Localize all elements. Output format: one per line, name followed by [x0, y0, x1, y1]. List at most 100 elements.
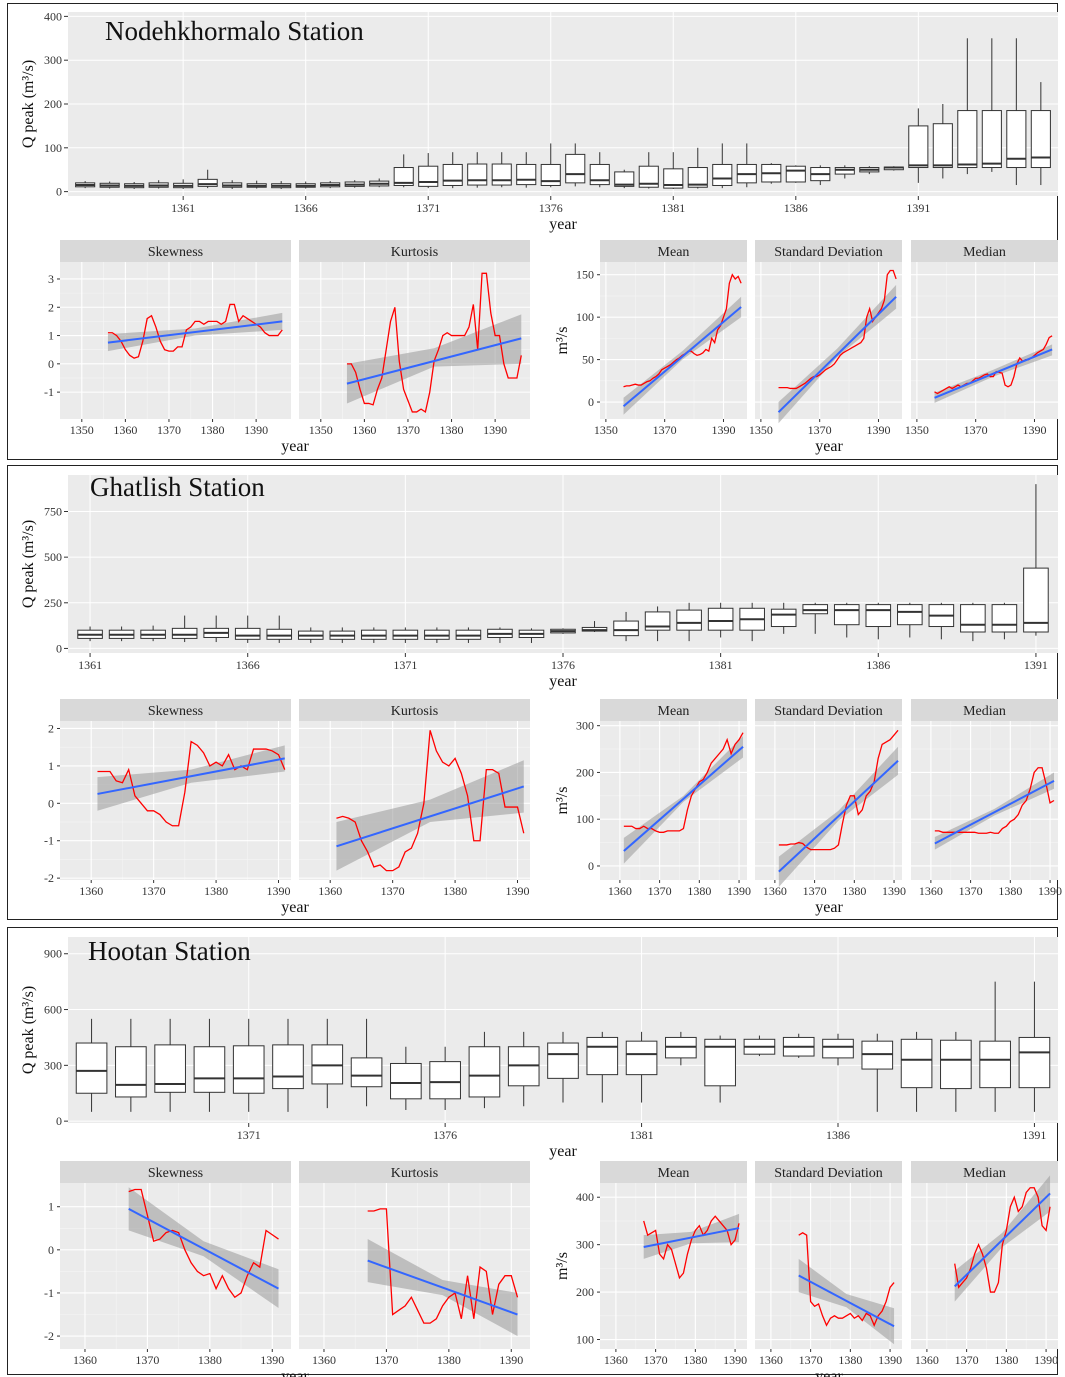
- y-tick-label: 300: [44, 1058, 62, 1072]
- y-tick-label: 200: [576, 765, 594, 779]
- x-tick-label: 1391: [1024, 658, 1048, 672]
- facet-panel: Median 1360 1370 1380 1390: [911, 699, 1062, 898]
- panel-background: [755, 721, 902, 880]
- y-tick-label: 150: [576, 268, 594, 282]
- facet-strip: [911, 1161, 1058, 1183]
- facet-panel: Standard Deviation 1360 1370 1380 1390 year: [755, 1161, 902, 1377]
- box-body: [468, 1046, 501, 1098]
- x-tick-label: 1376: [433, 1128, 457, 1142]
- box: [589, 152, 610, 188]
- box: [234, 615, 261, 643]
- box-body: [960, 604, 986, 633]
- box: [547, 1031, 579, 1103]
- x-tick-label: 1360: [79, 884, 103, 898]
- box: [785, 165, 806, 183]
- y-tick-label: 100: [44, 141, 62, 155]
- box-body: [350, 1057, 383, 1088]
- box-body: [1023, 567, 1049, 633]
- x-axis-label: year: [549, 216, 577, 233]
- x-tick-label: 1370: [808, 423, 832, 437]
- y-tick-label: 0: [588, 395, 594, 409]
- facet-strip: [60, 240, 291, 262]
- box: [222, 180, 243, 189]
- box-body: [940, 1039, 972, 1090]
- box-body: [687, 167, 708, 188]
- x-tick-label: 1380: [998, 884, 1022, 898]
- box: [429, 1046, 461, 1110]
- box: [320, 181, 341, 189]
- x-tick-label: 1380: [683, 1353, 707, 1367]
- facet-title: Standard Deviation: [774, 245, 882, 260]
- box-body: [981, 110, 1002, 169]
- hootan-frame: [7, 927, 1058, 1375]
- panel-background: [600, 262, 747, 419]
- confidence-band: [97, 745, 285, 811]
- x-tick-label: 1371: [237, 1128, 261, 1142]
- facet-title: Skewness: [148, 245, 203, 260]
- y-tick-label: 2: [48, 721, 54, 735]
- box: [115, 1018, 147, 1112]
- x-tick-label: 1386: [784, 201, 808, 215]
- box-body: [390, 1062, 422, 1100]
- box: [928, 602, 955, 640]
- x-tick-label: 1390: [1022, 423, 1046, 437]
- box: [424, 627, 450, 643]
- box: [297, 627, 324, 643]
- box: [197, 169, 218, 189]
- x-tick-label: 1370: [653, 423, 677, 437]
- facet-title: Kurtosis: [391, 245, 438, 260]
- box: [834, 165, 855, 179]
- box-body: [193, 1046, 226, 1093]
- x-tick-label: 1390: [866, 423, 890, 437]
- y-axis-label: m³/s: [554, 787, 571, 815]
- y-tick-label: 900: [44, 947, 62, 961]
- x-tick-label: 1390: [267, 884, 291, 898]
- y-tick-label: 1: [48, 759, 54, 773]
- box: [271, 181, 292, 189]
- box: [782, 1033, 815, 1058]
- series-line: [954, 1187, 1051, 1293]
- box: [124, 181, 145, 189]
- x-tick-label: 1380: [440, 423, 464, 437]
- confidence-band: [954, 1175, 1051, 1302]
- box: [908, 108, 929, 183]
- facet-panel: Skewness -1 0 1 2 3 1350 1360 1370 1380 1390 year: [44, 240, 309, 455]
- y-tick-label: 3: [48, 272, 54, 286]
- facet-strip: [299, 699, 530, 721]
- box-body: [1006, 110, 1027, 169]
- facet-strip: [911, 240, 1058, 262]
- x-tick-label: 1376: [551, 658, 575, 672]
- box: [663, 152, 684, 189]
- x-tick-label: 1380: [687, 884, 711, 898]
- panel-background: [911, 721, 1058, 880]
- y-tick-label: 200: [576, 1285, 594, 1299]
- x-axis-label: year: [281, 899, 309, 916]
- box: [676, 602, 702, 642]
- box: [468, 1031, 501, 1109]
- trend-line: [623, 745, 744, 852]
- x-tick-label: 1380: [838, 1353, 862, 1367]
- box-body: [707, 607, 734, 631]
- box: [1030, 82, 1051, 186]
- facet-title: Median: [963, 1166, 1006, 1181]
- box: [266, 615, 293, 643]
- y-tick-label: 50: [582, 353, 594, 367]
- box: [295, 181, 316, 189]
- y-tick-label: 1: [48, 329, 54, 343]
- x-axis-label: year: [815, 1368, 843, 1377]
- trend-line: [954, 1192, 1051, 1288]
- x-tick-label: 1360: [919, 884, 943, 898]
- facet-panel: Mean 0 100 200 300 1360 1370 1380 1390 m³/s: [554, 699, 751, 898]
- x-tick-label: 1350: [749, 423, 773, 437]
- box: [344, 180, 365, 188]
- box-body: [154, 1044, 186, 1093]
- box-body: [822, 1038, 854, 1059]
- box-body: [638, 165, 659, 188]
- box: [173, 179, 194, 189]
- facet-panel: Mean 0 50 100 150 1350 1370 1390 m³/s: [554, 240, 747, 437]
- x-tick-label: 1370: [955, 1353, 979, 1367]
- box-body: [115, 1046, 147, 1098]
- facet-title: Skewness: [148, 1166, 203, 1181]
- y-axis-label: Q peak (m³/s): [20, 60, 37, 148]
- box: [140, 625, 166, 642]
